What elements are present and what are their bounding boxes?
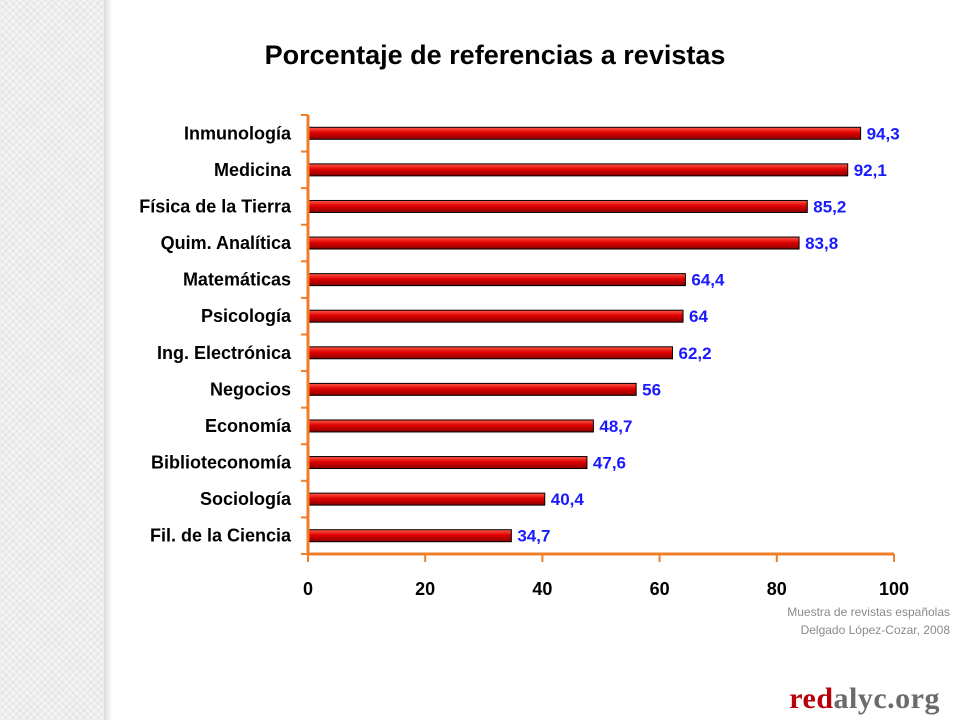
redalyc-logo: redalyc.org bbox=[789, 682, 940, 716]
bar-9 bbox=[307, 419, 594, 433]
value-label-4: 83,8 bbox=[805, 234, 838, 253]
bar-5 bbox=[307, 273, 686, 287]
x-tick-label-0: 0 bbox=[303, 579, 313, 599]
category-label-12: Fil. de la Ciencia bbox=[150, 526, 292, 546]
category-label-8: Negocios bbox=[210, 379, 291, 399]
bar-6 bbox=[307, 309, 684, 323]
source-line-2: Delgado López-Cozar, 2008 bbox=[800, 623, 950, 637]
category-label-10: Biblioteconomía bbox=[151, 453, 292, 473]
category-label-6: Psicología bbox=[201, 306, 292, 326]
chart-title: Porcentaje de referencias a revistas bbox=[264, 40, 726, 70]
x-tick-label-60: 60 bbox=[650, 579, 670, 599]
value-label-8: 56 bbox=[642, 380, 661, 399]
brand-red: red bbox=[789, 682, 834, 715]
brand-rest: alyc.org bbox=[833, 682, 940, 715]
value-label-7: 62,2 bbox=[678, 344, 711, 363]
bar-12 bbox=[307, 529, 512, 543]
bar-7 bbox=[307, 346, 673, 360]
bar-4 bbox=[307, 236, 800, 250]
x-tick-label-20: 20 bbox=[415, 579, 435, 599]
category-label-7: Ing. Electrónica bbox=[157, 343, 292, 363]
axes: 0 20 40 60 80 100 bbox=[301, 114, 909, 599]
x-tick-label-100: 100 bbox=[879, 579, 909, 599]
bars-layer: Inmunología 94,3 Medicina 92,1 Física de la … bbox=[139, 123, 899, 545]
bar-3 bbox=[307, 199, 808, 213]
value-label-11: 40,4 bbox=[551, 490, 585, 509]
value-label-6: 64 bbox=[689, 307, 708, 326]
value-label-12: 34,7 bbox=[517, 527, 550, 546]
bar-8 bbox=[307, 382, 637, 396]
category-label-9: Economía bbox=[205, 416, 292, 436]
category-label-11: Sociología bbox=[200, 489, 292, 509]
value-label-1: 94,3 bbox=[867, 124, 900, 143]
category-label-1: Inmunología bbox=[184, 123, 292, 143]
source-line-1: Muestra de revistas españolas bbox=[787, 605, 950, 619]
value-label-3: 85,2 bbox=[813, 197, 846, 216]
x-tick-label-40: 40 bbox=[532, 579, 552, 599]
source-note: Muestra de revistas españolas Delgado Ló… bbox=[787, 603, 950, 639]
side-strip-shadow bbox=[104, 0, 112, 720]
category-label-5: Matemáticas bbox=[183, 270, 291, 290]
category-label-3: Física de la Tierra bbox=[139, 196, 292, 216]
decorative-side-strip bbox=[0, 0, 104, 720]
value-label-5: 64,4 bbox=[691, 271, 725, 290]
bar-1 bbox=[307, 126, 862, 140]
value-label-2: 92,1 bbox=[854, 161, 887, 180]
category-label-2: Medicina bbox=[214, 160, 292, 180]
x-tick-label-80: 80 bbox=[767, 579, 787, 599]
bar-2 bbox=[307, 163, 849, 177]
bar-11 bbox=[307, 492, 546, 506]
value-label-9: 48,7 bbox=[599, 417, 632, 436]
bar-10 bbox=[307, 456, 588, 470]
category-label-4: Quim. Analítica bbox=[161, 233, 292, 253]
value-label-10: 47,6 bbox=[593, 454, 626, 473]
